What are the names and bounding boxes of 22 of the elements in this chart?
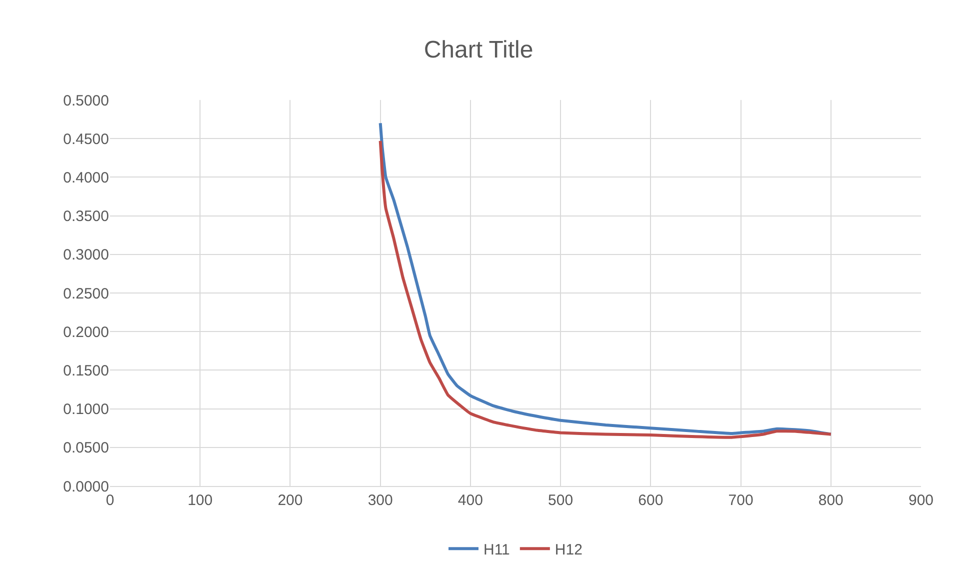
legend-label: H11 [484, 541, 510, 558]
x-tick-label: 200 [278, 492, 303, 509]
y-tick-label: 0.4000 [63, 169, 109, 186]
y-tick-label: 0.1500 [63, 362, 109, 380]
x-tick-label: 600 [638, 492, 664, 509]
y-tick-label: 0.1000 [63, 401, 109, 418]
y-tick-label: 0.3000 [63, 246, 109, 264]
legend-label: H12 [554, 541, 582, 558]
x-tick-label: 300 [368, 492, 393, 509]
x-tick-label: 800 [818, 492, 844, 509]
x-tick-label: 400 [458, 492, 483, 509]
y-tick-label: 0.5000 [63, 92, 109, 110]
chart-title: Chart Title [424, 36, 534, 64]
y-tick-label: 0.2500 [63, 285, 109, 302]
x-tick-label: 500 [548, 492, 574, 509]
y-tick-label: 0.2000 [63, 324, 109, 341]
x-tick-label: 100 [188, 492, 213, 509]
y-tick-label: 0.0500 [63, 440, 109, 457]
x-tick-label: 900 [908, 492, 934, 509]
y-tick-label: 0.3500 [63, 208, 109, 226]
x-tick-label: 700 [728, 492, 754, 509]
y-tick-label: 0.4500 [63, 130, 109, 148]
